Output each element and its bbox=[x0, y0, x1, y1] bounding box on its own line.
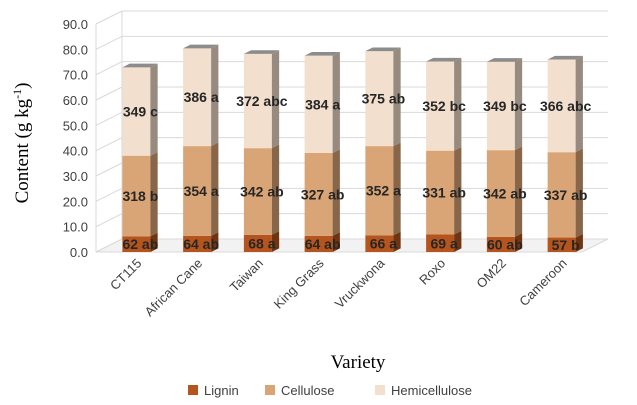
y-tick-label: 30.0 bbox=[63, 169, 88, 184]
bar-segment-lignin bbox=[426, 230, 462, 252]
legend-label: Hemicellulose bbox=[391, 383, 472, 398]
legend-swatch bbox=[265, 385, 275, 395]
bar-segment-hemicellulose bbox=[365, 47, 401, 147]
bar-segment-lignin bbox=[243, 231, 280, 252]
bar-segment-cellulose bbox=[486, 146, 523, 237]
chart-back-wall bbox=[95, 11, 608, 252]
x-tick-label: OM22 bbox=[473, 256, 509, 292]
data-label: 69 a bbox=[431, 235, 458, 251]
data-label: 57 b bbox=[552, 237, 580, 253]
floor-plane bbox=[95, 238, 609, 253]
bar-segment-hemicellulose bbox=[122, 63, 158, 156]
y-axis-ticks: 0.0 10.0 20.0 30.0 40.0 50.0 60.0 70.0 80.0 90.0 bbox=[63, 17, 88, 260]
x-tick-label: African Cane bbox=[141, 256, 205, 320]
legend-label: Cellulose bbox=[281, 383, 334, 398]
data-label: 372 abc bbox=[236, 93, 288, 109]
data-label: 318 b bbox=[122, 188, 158, 204]
legend-label: Lignin bbox=[204, 383, 239, 398]
x-tick-label: Vruckwona bbox=[332, 255, 388, 311]
y-tick-label: 40.0 bbox=[63, 144, 88, 159]
bar-segment-cellulose bbox=[183, 142, 219, 236]
x-tick-label: King Grass bbox=[271, 255, 327, 311]
bar-segment-hemicellulose bbox=[304, 52, 340, 153]
data-label: 331 ab bbox=[422, 185, 466, 201]
data-label: 342 ab bbox=[483, 185, 527, 201]
data-label: 342 ab bbox=[240, 183, 284, 199]
data-label: 352 a bbox=[366, 183, 401, 199]
data-label: 366 abc bbox=[540, 98, 592, 114]
bar-segment-cellulose bbox=[243, 144, 280, 235]
data-label: 60 ab bbox=[487, 236, 523, 252]
data-label: 384 a bbox=[305, 96, 340, 112]
data-label: 349 bc bbox=[483, 98, 527, 114]
y-tick-label: 50.0 bbox=[63, 118, 88, 133]
data-label: 354 a bbox=[184, 183, 219, 199]
bar-segment-hemicellulose bbox=[547, 55, 583, 153]
bar-segment-cellulose bbox=[547, 148, 583, 238]
data-labels: 62 ab 318 b 349 c 64 ab 354 a 386 a 68 a 342 ab… bbox=[122, 89, 591, 253]
legend-item-cellulose: Cellulose bbox=[265, 383, 334, 398]
y-tick-label: 80.0 bbox=[63, 42, 88, 57]
legend-item-hemicellulose: Hemicellulose bbox=[375, 383, 472, 398]
bar-segment-cellulose bbox=[365, 142, 401, 236]
y-tick-label: 60.0 bbox=[63, 93, 88, 108]
y-tick-label: 20.0 bbox=[63, 194, 88, 209]
data-label: 62 ab bbox=[122, 236, 158, 252]
bar-segment-lignin bbox=[486, 233, 523, 252]
data-label: 337 ab bbox=[544, 187, 588, 203]
legend-swatch bbox=[188, 385, 198, 395]
data-label: 327 ab bbox=[301, 186, 345, 202]
data-label: 352 bc bbox=[422, 98, 466, 114]
bar-segment-lignin bbox=[365, 231, 401, 252]
x-tick-label: Roxo bbox=[416, 256, 448, 288]
bar-segment-lignin bbox=[304, 232, 340, 252]
data-label: 64 ab bbox=[183, 236, 219, 252]
data-label: 64 ab bbox=[305, 236, 341, 252]
data-label: 349 c bbox=[123, 104, 158, 120]
bar-segment-hemicellulose bbox=[486, 58, 523, 151]
x-tick-label: CT115 bbox=[107, 256, 145, 294]
legend-item-lignin: Lignin bbox=[188, 383, 239, 398]
bar-segment-cellulose bbox=[426, 147, 462, 235]
bar-segment-lignin bbox=[122, 232, 158, 252]
bar-segment-lignin bbox=[547, 233, 583, 252]
data-label: 386 a bbox=[184, 89, 219, 105]
data-label: 375 ab bbox=[362, 91, 406, 107]
x-tick-label: Cameroon bbox=[516, 256, 570, 310]
y-tick-label: 70.0 bbox=[63, 68, 88, 83]
y-tick-label: 90.0 bbox=[63, 17, 88, 32]
bar-segment-hemicellulose bbox=[243, 50, 280, 149]
data-label: 68 a bbox=[248, 235, 275, 251]
bar-segment-hemicellulose bbox=[183, 44, 219, 147]
legend: Lignin Cellulose Hemicellulose bbox=[188, 383, 472, 398]
y-tick-label: 10.0 bbox=[63, 220, 88, 235]
y-tick-label: 0.0 bbox=[70, 245, 88, 260]
bar-segment-cellulose bbox=[304, 149, 340, 236]
legend-swatch bbox=[375, 385, 385, 395]
bars bbox=[122, 44, 583, 252]
chart-floor bbox=[95, 238, 609, 253]
bar-segment-hemicellulose bbox=[426, 57, 462, 151]
x-tick-label: Taiwan bbox=[227, 256, 266, 295]
y-axis-title: Content (g kg-1) bbox=[10, 83, 33, 204]
data-label: 66 a bbox=[370, 236, 397, 252]
bar-segment-cellulose bbox=[122, 152, 158, 237]
x-axis-title: Variety bbox=[331, 352, 386, 373]
bar-segment-lignin bbox=[183, 232, 219, 252]
